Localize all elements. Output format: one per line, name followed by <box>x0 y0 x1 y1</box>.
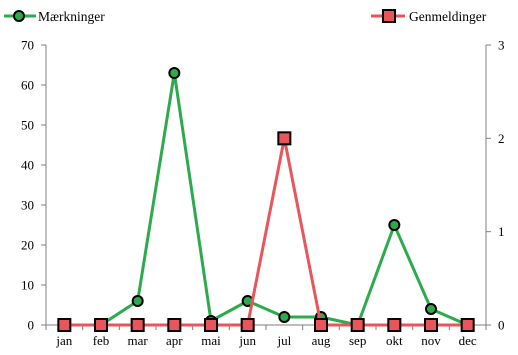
left-y-tick-label: 0 <box>28 318 35 333</box>
left-y-tick-label: 60 <box>21 78 34 93</box>
series-maerkninger <box>58 67 474 331</box>
x-tick-label: jan <box>55 333 72 348</box>
data-point <box>94 318 108 332</box>
data-point <box>204 318 218 332</box>
data-point <box>424 318 438 332</box>
legend-label-genmeldinger: Genmeldinger <box>409 9 487 24</box>
data-point <box>278 311 291 323</box>
left-y-tick-label: 70 <box>21 38 34 53</box>
data-point <box>130 318 145 332</box>
left-y-axis: 0 10 20 30 40 50 60 70 <box>21 38 47 333</box>
x-tick-label: aug <box>312 333 331 348</box>
data-point <box>167 318 182 332</box>
x-tick-label: jun <box>238 333 256 348</box>
left-y-ticks: 0 10 20 30 40 50 60 70 <box>21 38 46 333</box>
x-tick-label: feb <box>93 333 110 348</box>
data-point <box>350 318 365 332</box>
right-y-tick-label: 1 <box>498 224 505 239</box>
right-y-ticks: 0 1 2 3 <box>486 38 505 333</box>
x-tick-label: okt <box>386 333 403 348</box>
x-tick-label: mai <box>201 333 221 348</box>
left-y-tick-label: 30 <box>21 198 34 213</box>
x-tick-label: jul <box>276 333 291 348</box>
right-y-tick-label: 3 <box>498 38 505 53</box>
series-layer <box>57 67 475 332</box>
left-y-tick-label: 20 <box>21 238 34 253</box>
right-y-axis: 0 1 2 3 <box>485 38 505 333</box>
data-point <box>277 131 292 146</box>
x-tick-label: apr <box>166 333 183 348</box>
series-line <box>64 71 469 327</box>
data-point <box>131 295 144 307</box>
data-point <box>387 318 402 332</box>
x-axis: jan feb mar apr mai jun jul aug sep okt nov dec <box>45 324 487 348</box>
legend-marker-maerkninger <box>13 10 25 22</box>
x-tick-label: nov <box>421 333 441 348</box>
left-y-tick-label: 10 <box>21 278 34 293</box>
x-tick-label: dec <box>459 333 477 348</box>
right-y-tick-label: 0 <box>498 318 505 333</box>
left-y-tick-label: 40 <box>21 158 34 173</box>
x-axis-ticks: jan feb mar apr mai jun jul aug sep okt nov dec <box>45 325 487 348</box>
data-point <box>240 318 255 332</box>
data-point <box>425 303 437 315</box>
legend-marker-genmeldinger <box>382 9 396 23</box>
legend-left: Mærkninger <box>4 9 105 24</box>
legend-right: Genmeldinger <box>371 9 487 24</box>
data-point <box>57 318 72 332</box>
x-tick-label: mar <box>128 333 149 348</box>
x-tick-label: sep <box>349 333 366 348</box>
legend-label-maerkninger: Mærkninger <box>38 9 105 24</box>
series-genmeldinger <box>57 131 475 332</box>
left-y-tick-label: 50 <box>21 118 34 133</box>
data-point <box>168 67 181 79</box>
data-point <box>388 219 401 231</box>
series-line <box>64 136 468 327</box>
data-point <box>460 318 475 332</box>
data-point <box>314 318 328 332</box>
right-y-tick-label: 2 <box>498 131 505 146</box>
